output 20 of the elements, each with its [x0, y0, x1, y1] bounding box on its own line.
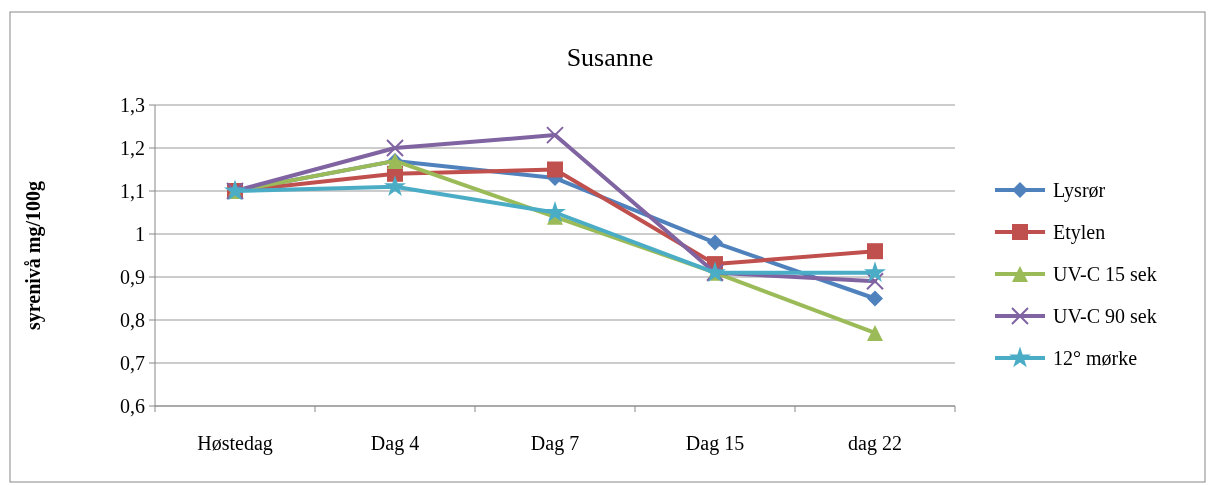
- y-tick-label: 1: [135, 223, 145, 245]
- x-tick-label: Høstedag: [197, 432, 273, 455]
- legend-label: 12° mørke: [1053, 347, 1138, 369]
- legend-label: Etylen: [1053, 221, 1106, 244]
- y-axis-title: syrenivå mg/100g: [22, 180, 45, 331]
- y-tick-label: 0,6: [120, 395, 145, 417]
- y-tick-label: 1,2: [120, 137, 145, 159]
- x-tick-label: dag 22: [848, 432, 902, 455]
- y-tick-label: 1,3: [120, 94, 145, 116]
- y-tick-label: 0,9: [120, 266, 145, 288]
- y-tick-label: 0,7: [120, 352, 145, 374]
- x-tick-label: Dag 7: [530, 432, 580, 455]
- y-tick-label: 0,8: [120, 309, 145, 331]
- chart-title: Susanne: [566, 43, 654, 72]
- legend-label: UV-C 15 sek: [1053, 263, 1157, 285]
- y-tick-label: 1,1: [120, 180, 145, 202]
- x-tick-label: Dag 15: [685, 432, 745, 455]
- legend-label: Lysrør: [1053, 179, 1106, 202]
- x-tick-label: Dag 4: [370, 432, 420, 455]
- legend-label: UV-C 90 sek: [1053, 305, 1157, 327]
